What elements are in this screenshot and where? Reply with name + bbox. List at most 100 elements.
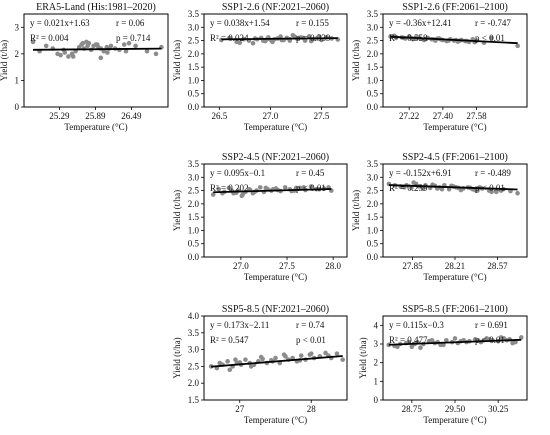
y-tick-label: 2.5 xyxy=(188,36,200,46)
correlation-r: r = -0.489 xyxy=(475,168,511,178)
chart-panel: SSP2-4.5 (FF:2061–2100) 0.0 0.5 1.0 1.5 2.0 2.… xyxy=(351,152,528,282)
regression-equation: y = 0.021x+1.63 xyxy=(30,18,90,28)
r-squared: R² = 0.239 xyxy=(389,183,428,193)
chart-title: SSP1-2.6 (FF:2061–2100) xyxy=(402,2,508,13)
x-tick-label: 27.40 xyxy=(433,111,454,121)
correlation-r: r = 0.155 xyxy=(296,18,329,28)
data-point xyxy=(270,39,275,45)
correlation-r: r = 0.74 xyxy=(296,320,325,330)
chart-title: ERA5-Land (His:1981–2020) xyxy=(36,2,156,13)
trend-line xyxy=(388,184,518,191)
y-tick-label: 4.0 xyxy=(188,311,200,321)
x-tick-label: 28.75 xyxy=(402,404,423,414)
data-point xyxy=(105,50,110,55)
data-point xyxy=(258,354,264,360)
chart-title: SSP1-2.6 (NF:2021–2060) xyxy=(222,2,329,13)
data-point xyxy=(409,344,415,350)
x-tick-label: 27.5 xyxy=(314,111,330,121)
data-point xyxy=(85,43,90,49)
correlation-r: r = -0.747 xyxy=(475,18,511,28)
regression-equation: y = -0.152x+6.91 xyxy=(389,168,452,178)
data-point xyxy=(243,357,248,362)
y-tick-label: 3 xyxy=(15,22,20,32)
x-tick-label: 29.50 xyxy=(445,404,466,414)
data-point xyxy=(489,189,494,195)
chart-panel: SSP5-8.5 (FF:2061–2100) 0 1 2 3 4 28.75 29.50 30… xyxy=(358,304,528,425)
data-point xyxy=(306,34,312,39)
chart-panel: SSP5-8.5 (NF:2021–2060) 1.5 2.0 2.5 3.0 3.5 4.… xyxy=(172,304,348,425)
y-tick-label: 4 xyxy=(374,320,379,330)
x-tick-label: 27.58 xyxy=(466,111,487,121)
y-tick-label: 2.0 xyxy=(367,199,379,209)
y-tick-label: 0.5 xyxy=(367,239,379,249)
x-tick-label: 26.49 xyxy=(121,111,142,121)
chart-title: SSP2-4.5 (FF:2061–2100) xyxy=(402,152,508,163)
data-point xyxy=(420,186,426,191)
x-tick-label: 28.57 xyxy=(487,261,508,271)
plot-frame xyxy=(203,315,348,401)
data-point xyxy=(388,34,393,39)
x-tick-label: 30.25 xyxy=(488,404,509,414)
data-point xyxy=(80,40,86,46)
r-squared: R² = 0.202 xyxy=(210,183,249,193)
p-value: p < 0.01 xyxy=(475,183,505,193)
chart-title: SSP2-4.5 (NF:2021–2060) xyxy=(222,152,329,163)
data-point xyxy=(340,357,346,362)
y-tick-label: 3.5 xyxy=(367,159,379,169)
correlation-r: r = 0.06 xyxy=(116,18,145,28)
y-axis-label: Yield (t/ha) xyxy=(351,40,361,81)
data-point xyxy=(334,351,340,356)
x-axis-label: Temperature (°C) xyxy=(244,415,307,425)
y-axis-label: Yield (t/ha) xyxy=(358,337,368,378)
data-point xyxy=(126,40,132,46)
y-tick-label: 0.0 xyxy=(188,252,200,262)
data-point xyxy=(429,337,435,343)
y-tick-label: 3.5 xyxy=(188,9,200,19)
data-point xyxy=(282,185,288,190)
x-tick-label: 27.0 xyxy=(263,111,279,121)
y-axis-label: Yield (t/ha) xyxy=(172,40,182,81)
x-axis-label: Temperature (°C) xyxy=(423,415,486,425)
trend-line xyxy=(390,35,518,45)
x-tick-label: 27.0 xyxy=(233,261,249,271)
x-axis-label: Temperature (°C) xyxy=(64,122,127,132)
y-tick-label: 3.5 xyxy=(367,9,379,19)
y-tick-label: 0 xyxy=(15,102,20,112)
y-tick-label: 1.5 xyxy=(188,395,200,405)
y-tick-label: 0.5 xyxy=(188,239,200,249)
x-tick-label: 25.89 xyxy=(85,111,106,121)
plot-frame xyxy=(203,13,348,108)
chart-panel: SSP1-2.6 (FF:2061–2100) 0.0 0.5 1.0 1.5 2.0 2.… xyxy=(351,2,528,132)
p-value: p = 0.714 xyxy=(116,33,151,43)
data-point xyxy=(441,342,446,348)
y-tick-label: 3.0 xyxy=(188,22,200,32)
regression-equation: y = 0.115x−0.3 xyxy=(389,320,444,330)
chart-panel: ERA5-Land (His:1981–2020) 0 1 2 3 25.29 25.89 2… xyxy=(0,2,169,132)
data-point xyxy=(144,48,150,54)
y-tick-label: 0.0 xyxy=(188,102,200,112)
x-axis-label: Temperature (°C) xyxy=(423,272,486,282)
x-tick-label: 27.85 xyxy=(402,261,423,271)
y-tick-label: 0.5 xyxy=(188,89,200,99)
y-tick-label: 2.0 xyxy=(367,49,379,59)
r-squared: R² = 0.477 xyxy=(389,335,428,345)
data-point xyxy=(66,54,71,59)
trend-line xyxy=(32,47,162,51)
data-point xyxy=(439,186,445,192)
regression-equation: y = -0.36x+12.41 xyxy=(389,18,452,28)
p-value: p = 0.339 xyxy=(296,33,331,43)
y-tick-label: 2 xyxy=(374,358,379,368)
y-tick-label: 3.0 xyxy=(188,345,200,355)
data-point xyxy=(233,357,238,362)
data-point xyxy=(308,38,314,44)
data-point xyxy=(498,335,504,340)
data-point xyxy=(518,335,524,340)
correlation-r: r = 0.45 xyxy=(296,168,325,178)
data-point xyxy=(298,353,304,358)
data-point xyxy=(494,189,499,195)
y-tick-label: 1.0 xyxy=(367,75,379,85)
data-point xyxy=(257,185,263,190)
y-tick-label: 1.0 xyxy=(188,75,200,85)
regression-equation: y = 0.095x−0.1 xyxy=(210,168,265,178)
